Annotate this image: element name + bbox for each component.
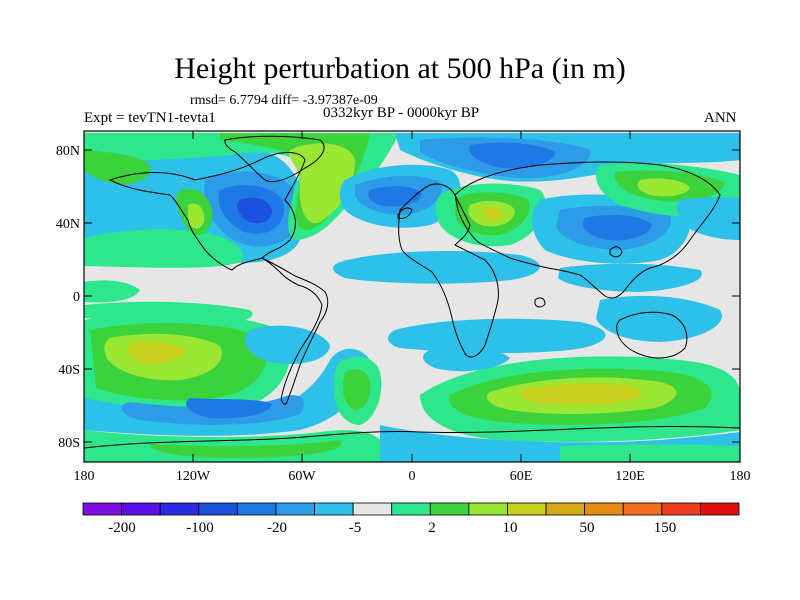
lon-label: 60W <box>288 469 316 484</box>
colorbar-label: 50 <box>580 520 595 536</box>
colorbar-label: -100 <box>186 520 214 536</box>
colorbar <box>82 502 740 516</box>
colorbar-swatch <box>545 502 586 516</box>
longitude-labels: 180 120W 60W 0 60E 120E 180 <box>74 469 751 484</box>
colorbar-swatch <box>429 502 470 516</box>
colorbar-swatch <box>198 502 238 516</box>
map-title: Height perturbation at 500 hPa (in m) <box>174 52 626 85</box>
lon-label: 0 <box>409 469 416 484</box>
colorbar-label: 2 <box>428 520 436 536</box>
lon-label: 120E <box>615 469 645 484</box>
colorbar-swatch <box>236 502 277 516</box>
lat-label: 80N <box>56 144 80 159</box>
lat-label: 40S <box>58 363 80 378</box>
lat-label: 40N <box>56 217 80 232</box>
colorbar-label: -5 <box>349 520 362 536</box>
colorbar-swatch <box>352 502 393 516</box>
colorbar-swatch <box>622 502 663 516</box>
colorbar-label: -200 <box>108 520 136 536</box>
time-period-label: 0332kyr BP - 0000kyr BP <box>323 105 480 121</box>
axis-ticks <box>83 131 741 462</box>
colorbar-swatch <box>507 502 547 516</box>
contour-field <box>84 131 740 462</box>
coastlines <box>84 135 740 449</box>
lon-label: 180 <box>730 469 751 484</box>
colorbar-swatch <box>468 502 508 516</box>
lon-label: 60E <box>510 469 533 484</box>
lat-label: 0 <box>73 290 80 305</box>
colorbar-swatch <box>700 502 740 516</box>
colorbar-swatch <box>391 502 431 516</box>
colorbar-label: 150 <box>654 520 677 536</box>
season-label: ANN <box>704 110 737 126</box>
lat-label: 80S <box>58 436 80 451</box>
colorbar-label: 10 <box>503 520 518 536</box>
colorbar-label: -20 <box>267 520 287 536</box>
latitude-labels: 80N 40N 0 40S 80S <box>56 144 80 451</box>
colorbar-swatch <box>275 502 315 516</box>
colorbar-swatch <box>584 502 624 516</box>
lon-label: 120W <box>176 469 211 484</box>
colorbar-swatch <box>121 502 161 516</box>
colorbar-labels: -200 -100 -20 -5 2 10 50 150 <box>108 520 676 536</box>
experiment-label: Expt = tevTN1-tevta1 <box>84 110 216 126</box>
colorbar-swatch <box>159 502 200 516</box>
colorbar-swatch <box>661 502 701 516</box>
lon-label: 180 <box>74 469 95 484</box>
colorbar-swatch <box>314 502 354 516</box>
colorbar-swatch <box>82 502 122 516</box>
rmsd-diff-stats: rmsd= 6.7794 diff= -3.97387e-09 <box>190 93 378 108</box>
